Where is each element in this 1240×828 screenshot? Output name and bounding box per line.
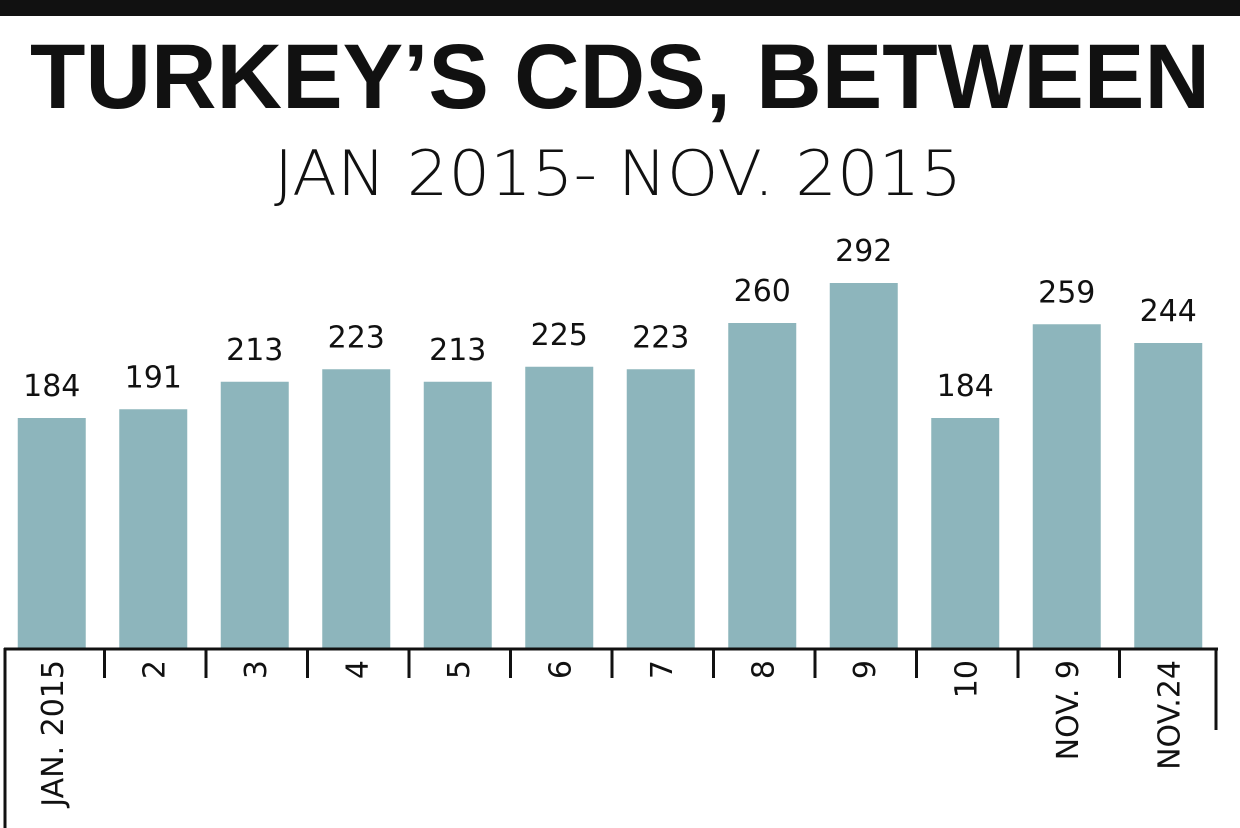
value-label: 213 [226,333,283,368]
x-tick-label: 2 [137,660,172,679]
bar [17,418,86,648]
value-label: 191 [125,360,182,395]
value-label: 223 [328,320,385,355]
x-tick-label: 10 [949,660,984,698]
value-label: 213 [429,333,486,368]
value-label: 260 [734,274,791,309]
x-tick-label: 3 [239,660,274,679]
bar [626,369,695,648]
value-label: 259 [1038,275,1095,310]
bar [525,366,594,648]
x-tick-label: 4 [340,660,375,679]
bar [423,381,492,648]
bar [1134,343,1203,648]
value-label: 223 [632,320,689,355]
value-label: 292 [835,234,892,269]
bar [220,381,289,648]
chart-title: TURKEY’S CDS, BETWEEN [30,26,1210,128]
chart-subtitle: JAN 2015- NOV. 2015 [274,137,962,210]
value-label: 184 [937,369,994,404]
bar [931,418,1000,648]
x-tick-label: 8 [746,660,781,679]
x-tick-label: 9 [848,660,883,679]
x-tick-label: NOV. 9 [1051,660,1086,760]
x-tick-label: 6 [543,660,578,679]
x-tick-label: 7 [645,660,680,679]
bar [1032,324,1101,648]
value-label: 225 [531,318,588,353]
x-tick-label: JAN. 2015 [36,660,71,809]
bar [728,323,797,648]
top-rule [0,0,1240,16]
bar [829,283,898,648]
bar [322,369,391,648]
x-tick-label: 5 [442,660,477,679]
x-tick-label: NOV.24 [1152,660,1187,770]
bar [119,409,188,648]
value-label: 244 [1140,294,1197,329]
value-label: 184 [23,369,80,404]
